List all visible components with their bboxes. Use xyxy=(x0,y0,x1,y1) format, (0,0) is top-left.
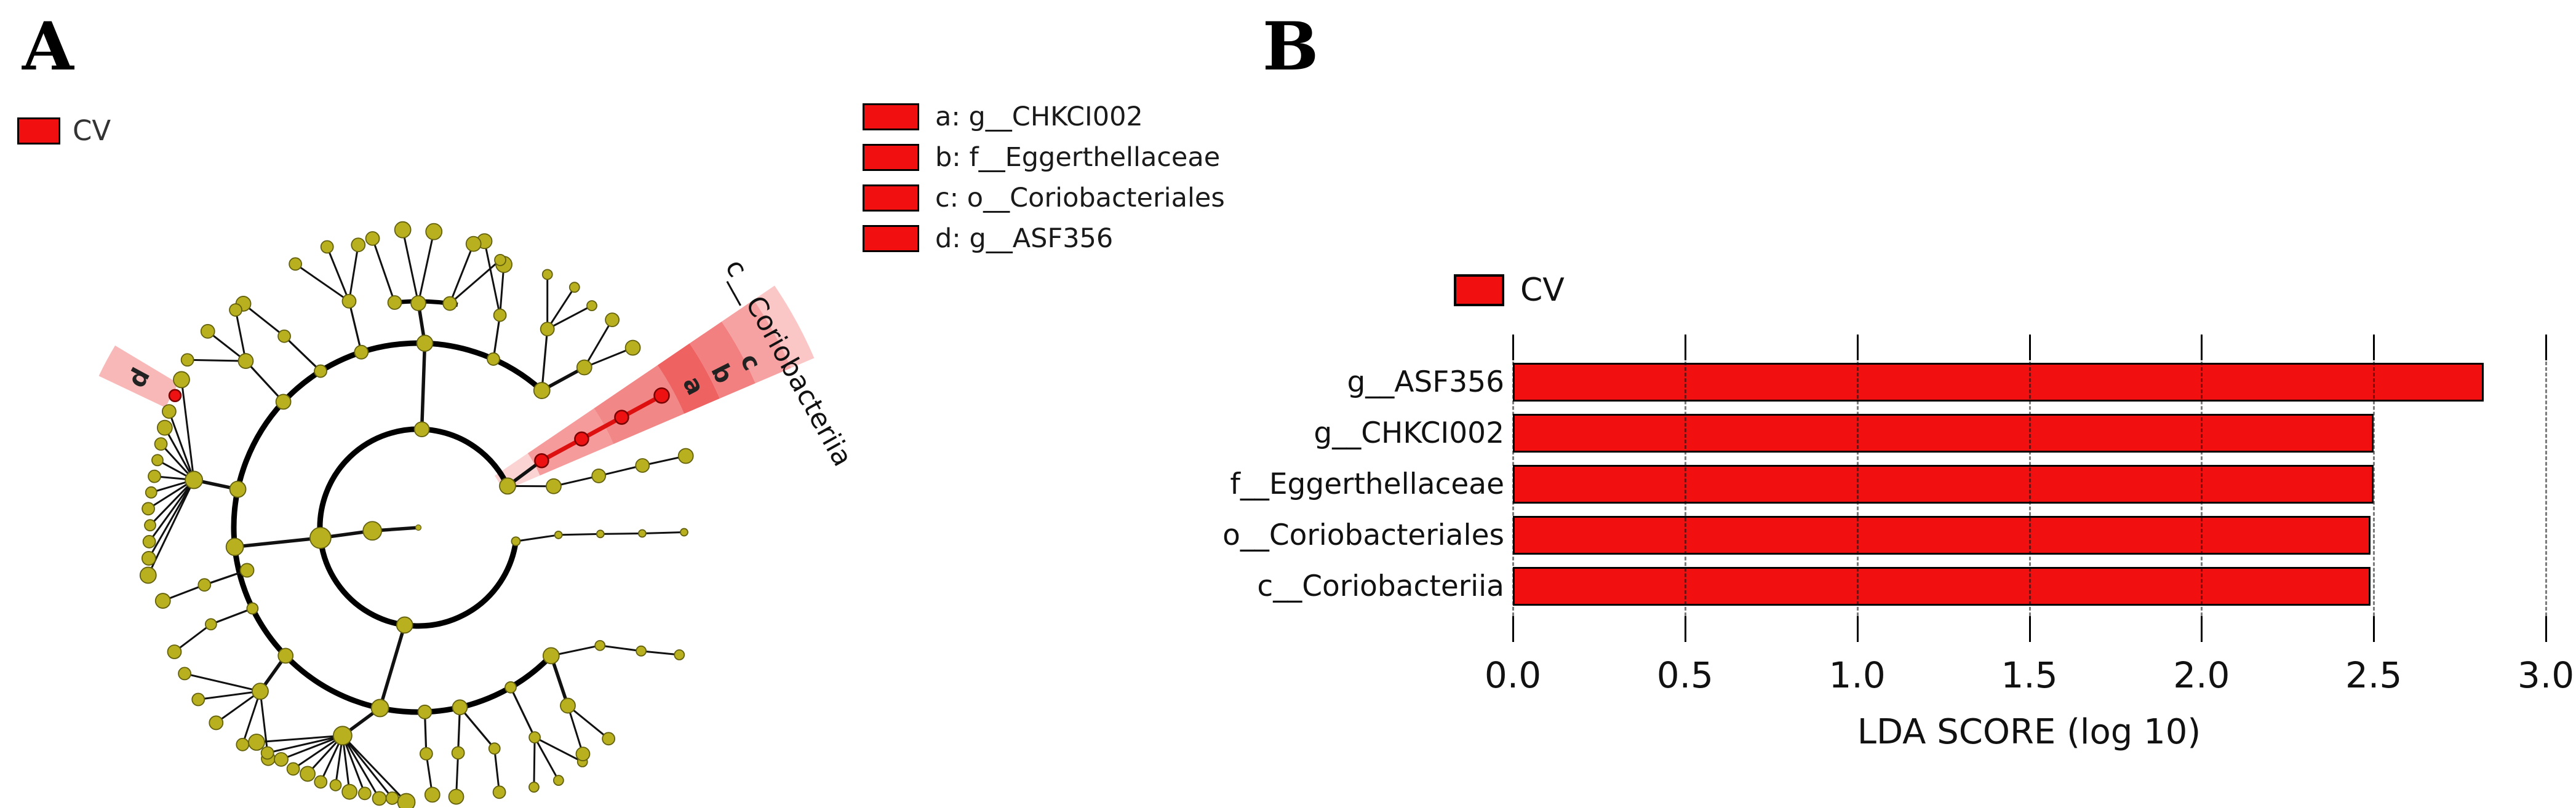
bar-category-label: c__Coriobacteriia xyxy=(1257,569,1504,603)
x-tick-label: 2.0 xyxy=(2173,654,2230,696)
taxa-legend-item-a: a: g__CHKCI002 xyxy=(863,101,1143,132)
panel-b-group-legend: CV xyxy=(1454,272,1565,309)
x-tick-label: 0.5 xyxy=(1656,654,1713,696)
x-tick-bottom xyxy=(2373,616,2375,642)
x-tick-label: 0.0 xyxy=(1484,654,1542,696)
gridline-2.5 xyxy=(2373,362,2375,616)
gridline-1.0 xyxy=(1856,362,1859,616)
bar-g__CHKCI002 xyxy=(1513,414,2374,453)
x-tick-label: 2.5 xyxy=(2345,654,2403,696)
gridline-0.5 xyxy=(1684,362,1686,616)
highlighted-red-nodes xyxy=(168,387,670,469)
tree-nodes xyxy=(139,221,694,808)
taxa-legend-label: d: g__ASF356 xyxy=(935,223,1114,254)
taxa-legend-swatch xyxy=(863,184,919,212)
x-tick-bottom xyxy=(2028,616,2031,642)
cv-legend-swatch xyxy=(1454,274,1504,306)
x-tick-label: 1.0 xyxy=(1828,654,1886,696)
x-tick-top xyxy=(2373,335,2375,360)
bar-g__ASF356 xyxy=(1513,363,2484,402)
highlight-wedges xyxy=(98,285,815,491)
x-tick-top xyxy=(2028,335,2031,360)
x-axis-title: LDA SCORE (log 10) xyxy=(1857,712,2201,752)
taxa-legend-label: a: g__CHKCI002 xyxy=(935,101,1143,132)
taxa-legend-label: b: f__Eggerthellaceae xyxy=(935,142,1221,173)
x-tick-top xyxy=(1512,335,1514,360)
x-tick-bottom xyxy=(1684,616,1686,642)
bar-category-label: g__ASF356 xyxy=(1347,365,1504,399)
bar-c__Coriobacteriia xyxy=(1513,567,2371,606)
panel-a-label: A xyxy=(22,8,74,85)
gridline-2.0 xyxy=(2201,362,2203,616)
x-tick-top xyxy=(2201,335,2203,360)
x-tick-bottom xyxy=(1512,616,1514,642)
taxa-legend-item-b: b: f__Eggerthellaceae xyxy=(863,142,1221,173)
x-tick-top xyxy=(1856,335,1859,360)
gridline-0.0 xyxy=(1512,362,1514,616)
x-tick-bottom xyxy=(2201,616,2203,642)
cv-legend-swatch xyxy=(17,117,60,145)
x-tick-bottom xyxy=(1856,616,1859,642)
taxa-legend-label: c: o__Coriobacteriales xyxy=(935,183,1225,213)
bar-category-label: f__Eggerthellaceae xyxy=(1230,467,1504,501)
x-tick-label: 1.5 xyxy=(2001,654,2058,696)
panel-b-label: B xyxy=(1262,8,1319,85)
gridline-3.0 xyxy=(2545,362,2547,616)
taxa-legend-swatch xyxy=(863,225,919,252)
bar-o__Coriobacteriales xyxy=(1513,516,2371,555)
cv-legend-label: CV xyxy=(73,114,111,147)
tree-edges xyxy=(147,229,686,803)
x-tick-top xyxy=(1684,335,1686,360)
bar-category-label: g__CHKCI002 xyxy=(1314,416,1504,450)
bar-f__Eggerthellaceae xyxy=(1513,465,2374,504)
taxa-legend-item-d: d: g__ASF356 xyxy=(863,223,1114,254)
cv-legend-label: CV xyxy=(1520,272,1565,309)
taxa-legend-swatch xyxy=(863,144,919,171)
panel-a-group-legend: CV xyxy=(17,114,111,147)
bar-category-label: o__Coriobacteriales xyxy=(1222,518,1504,552)
x-tick-top xyxy=(2545,335,2547,360)
x-tick-bottom xyxy=(2545,616,2547,642)
taxa-legend-swatch xyxy=(863,103,919,130)
taxa-legend-item-c: c: o__Coriobacteriales xyxy=(863,183,1225,213)
gridline-1.5 xyxy=(2028,362,2031,616)
x-tick-label: 3.0 xyxy=(2517,654,2575,696)
